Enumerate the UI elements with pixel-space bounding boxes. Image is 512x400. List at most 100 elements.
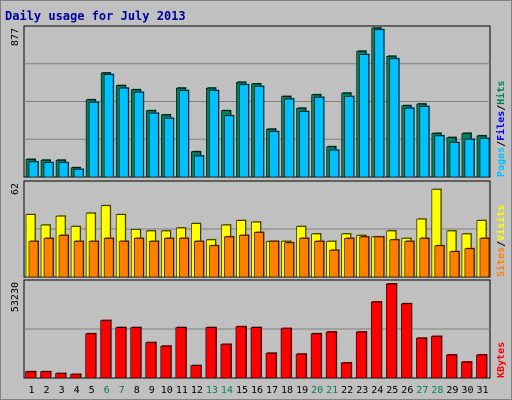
bar-pages — [284, 98, 294, 178]
bar-pages — [224, 115, 234, 178]
bar-kbytes — [446, 354, 457, 379]
bar-pages — [299, 111, 309, 178]
bar-pages — [28, 161, 39, 178]
bar-pages — [103, 74, 114, 178]
bar-kbytes — [310, 333, 322, 379]
bar-sites — [434, 245, 445, 278]
bar-sites — [103, 238, 114, 278]
bar-kbytes — [100, 320, 111, 379]
bar-pages — [133, 92, 144, 178]
bar-sites — [148, 241, 159, 278]
panel-legend: Sites/Visits — [495, 205, 507, 277]
chart-title: Daily usage for July 2013 — [5, 9, 186, 23]
legend-files: Files — [495, 111, 507, 141]
bar-pages — [419, 106, 430, 178]
bar-pages — [118, 87, 129, 178]
bar-pages — [404, 107, 415, 178]
bar-kbytes — [370, 301, 382, 379]
bar-pages — [479, 138, 490, 178]
bar-kbytes — [235, 326, 247, 379]
day-label: 23 — [356, 385, 368, 396]
day-label: 26 — [401, 385, 413, 396]
day-label: 1 — [29, 385, 35, 396]
day-label: 24 — [371, 385, 383, 396]
bar-kbytes — [355, 331, 367, 379]
panel-max-label: 877 — [10, 28, 21, 46]
day-label: 19 — [296, 385, 308, 396]
bar-pages — [449, 142, 460, 178]
panel-legend: Pages/Files/Hits — [495, 81, 507, 177]
day-label: 6 — [104, 385, 110, 396]
bar-kbytes — [40, 371, 51, 379]
day-label: 8 — [134, 385, 140, 396]
bar-kbytes — [70, 374, 81, 379]
bar-kbytes — [385, 283, 397, 379]
bar-pages — [359, 54, 370, 178]
bar-sites — [163, 238, 174, 278]
bar-kbytes — [295, 353, 307, 379]
bar-kbytes — [416, 337, 427, 379]
bar-kbytes — [265, 352, 277, 379]
bar-kbytes — [160, 345, 172, 379]
bar-sites — [133, 238, 144, 278]
day-label: 21 — [326, 385, 338, 396]
bar-kbytes — [145, 342, 157, 379]
day-label: 20 — [311, 385, 323, 396]
legend-separator: / — [496, 141, 507, 147]
legend-kbytes: KBytes — [496, 342, 507, 378]
day-label: 2 — [44, 385, 50, 396]
bar-pages — [464, 138, 475, 178]
bar-sites — [299, 238, 309, 278]
panel-3: 53230 KBytes — [10, 279, 507, 379]
day-label: 12 — [191, 385, 203, 396]
bar-sites — [464, 248, 475, 278]
bar-pages — [209, 90, 219, 178]
panel-2: 62 Sites/Visits — [10, 180, 507, 278]
bar-pages — [389, 58, 400, 178]
bar-kbytes — [401, 303, 412, 379]
bar-kbytes — [250, 327, 262, 379]
day-label: 18 — [281, 385, 293, 396]
bar-sites — [344, 238, 354, 278]
bar-sites — [73, 241, 84, 278]
day-label: 22 — [341, 385, 353, 396]
panel-1: 877 Pages/Files/Hits — [10, 25, 507, 178]
bar-kbytes — [190, 365, 202, 379]
bar-pages — [329, 149, 339, 178]
legend-separator: / — [496, 105, 507, 111]
bar-pages — [434, 135, 445, 178]
legend-visits: Visits — [495, 205, 507, 241]
day-label: 9 — [149, 385, 155, 396]
bar-pages — [344, 96, 354, 178]
day-label: 30 — [461, 385, 473, 396]
bar-sites — [194, 241, 204, 278]
bar-kbytes — [325, 331, 337, 379]
bar-kbytes — [476, 354, 487, 379]
day-label: 14 — [221, 385, 233, 396]
bar-sites — [419, 238, 430, 278]
bar-sites — [449, 251, 460, 278]
bar-sites — [43, 238, 54, 278]
bar-pages — [58, 162, 69, 178]
bar-sites — [118, 241, 129, 278]
day-label: 29 — [446, 385, 458, 396]
panel-legend: KBytes — [496, 342, 507, 378]
legend-pages: Pages — [496, 147, 507, 177]
bar-pages — [163, 118, 174, 178]
bar-sites — [179, 238, 189, 278]
bar-pages — [194, 155, 204, 178]
bar-kbytes — [25, 371, 36, 379]
bar-kbytes — [175, 327, 187, 379]
bar-sites — [329, 249, 339, 278]
bar-kbytes — [220, 344, 232, 379]
bar-pages — [269, 131, 279, 178]
day-label: 7 — [119, 385, 125, 396]
bar-pages — [88, 102, 99, 178]
bar-sites — [239, 235, 249, 278]
bar-pages — [314, 97, 324, 178]
bar-kbytes — [115, 327, 127, 379]
bar-sites — [28, 241, 39, 278]
bar-sites — [209, 245, 219, 278]
day-label: 16 — [251, 385, 263, 396]
